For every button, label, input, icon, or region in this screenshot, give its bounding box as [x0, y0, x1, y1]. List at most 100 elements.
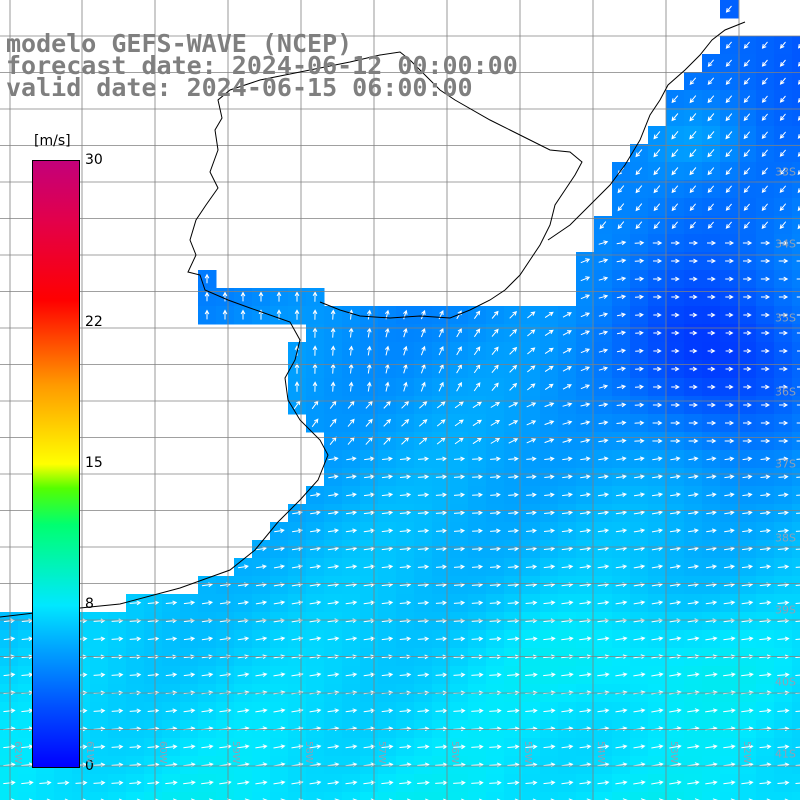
wind-arrow: [273, 636, 286, 641]
wind-arrow: [473, 346, 481, 356]
wind-arrow: [147, 618, 160, 624]
wind-arrow: [473, 310, 481, 319]
wind-arrow: [598, 438, 609, 444]
wind-arrow: [615, 636, 628, 641]
wind-arrow: [544, 420, 555, 426]
wind-arrow: [634, 438, 645, 444]
wind-arrow: [796, 440, 800, 442]
wind-arrow: [525, 546, 538, 552]
wind-arrow: [417, 528, 430, 534]
wind-arrow: [399, 546, 412, 552]
wind-arrow: [688, 456, 699, 462]
wind-arrow: [435, 510, 448, 516]
wind-arrow: [508, 474, 519, 480]
wind-arrow: [240, 291, 246, 302]
valid-date: valid date: 2024-06-15 06:00:00: [6, 73, 473, 102]
wind-arrow: [327, 708, 340, 713]
wind-arrow: [273, 600, 286, 605]
wind-arrow: [580, 294, 591, 300]
wind-arrow: [725, 77, 732, 86]
wind-arrow: [435, 618, 448, 624]
wind-arrow: [435, 708, 448, 714]
wind-arrow: [705, 564, 718, 570]
longitude-label: 54W: [595, 741, 606, 764]
wind-arrow: [651, 708, 664, 713]
colorbar-unit: [m/s]: [34, 133, 71, 149]
latitude-label: 37S: [775, 457, 796, 471]
wind-arrow: [255, 744, 268, 749]
wind-arrow: [688, 474, 699, 480]
wind-arrow: [707, 131, 715, 140]
wind-arrow: [472, 456, 483, 462]
wind-arrow: [454, 437, 464, 445]
wind-arrow: [616, 276, 627, 282]
wind-arrow: [689, 258, 698, 264]
wind-arrow: [345, 600, 358, 605]
wind-arrow: [599, 221, 607, 230]
wind-arrow: [472, 510, 483, 516]
wind-arrow: [490, 528, 501, 534]
speed-cell: [306, 792, 325, 800]
wind-arrow: [598, 420, 609, 426]
wind-arrow: [598, 330, 609, 335]
wind-arrow: [777, 528, 790, 534]
speed-cell: [792, 792, 800, 800]
wind-arrow: [507, 564, 520, 570]
wind-arrow: [453, 474, 466, 480]
wind-arrow: [707, 402, 716, 408]
wind-arrow: [111, 780, 124, 786]
wind-arrow: [453, 780, 466, 786]
wind-arrow: [580, 330, 591, 336]
wind-arrow: [222, 309, 228, 320]
longitude-label: 62W: [12, 741, 23, 764]
speed-cell: [72, 792, 91, 800]
wind-arrow: [147, 600, 160, 606]
wind-arrow: [366, 345, 372, 356]
wind-arrow: [670, 438, 681, 444]
speed-cell: [270, 792, 289, 800]
wind-arrow: [294, 309, 300, 320]
wind-arrow: [526, 402, 537, 408]
wind-arrow: [93, 744, 106, 750]
wind-arrow: [456, 328, 462, 338]
wind-arrow: [544, 510, 555, 516]
wind-arrow: [208, 798, 214, 800]
wind-arrow: [93, 636, 106, 642]
wind-arrow: [435, 564, 448, 570]
wind-arrow: [435, 528, 448, 534]
wind-arrow: [237, 636, 250, 641]
speed-cell: [792, 504, 800, 523]
wind-arrow: [761, 167, 768, 176]
speed-cell: [792, 72, 800, 91]
wind-arrow: [453, 510, 466, 516]
wind-arrow: [273, 780, 286, 785]
wind-arrow: [759, 564, 772, 570]
wind-arrow: [472, 437, 482, 445]
wind-arrow: [797, 152, 800, 157]
wind-arrow: [327, 636, 340, 641]
wind-arrow: [453, 636, 466, 642]
wind-arrow: [381, 600, 394, 606]
wind-arrow: [633, 510, 646, 515]
wind-arrow: [526, 492, 537, 498]
wind-arrow: [725, 384, 734, 390]
wind-arrow: [417, 546, 430, 552]
wind-arrow: [147, 636, 160, 642]
wind-arrow: [526, 365, 536, 373]
wind-arrow: [471, 780, 484, 786]
speed-cell: [126, 792, 145, 800]
wind-arrow: [561, 510, 574, 516]
wind-arrow: [671, 167, 679, 176]
wind-arrow: [689, 130, 697, 140]
wind-arrow: [525, 600, 538, 606]
speed-cell: [432, 792, 451, 800]
wind-arrow: [634, 276, 645, 282]
wind-arrow: [707, 294, 716, 300]
wind-arrow: [417, 474, 430, 480]
wind-arrow: [526, 420, 537, 426]
wind-arrow: [420, 381, 426, 392]
wind-arrow: [403, 381, 408, 392]
wind-arrow: [779, 203, 787, 212]
wind-arrow: [633, 780, 646, 785]
wind-arrow: [204, 273, 210, 284]
